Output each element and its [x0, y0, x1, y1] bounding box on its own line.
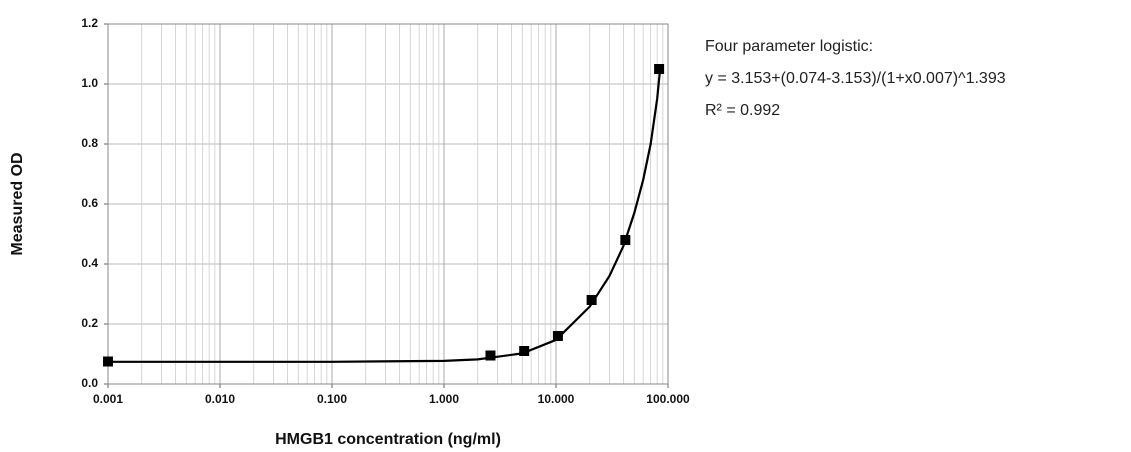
x-tick-label: 0.001	[93, 392, 123, 406]
x-axis-title: HMGB1 concentration (ng/ml)	[275, 431, 501, 448]
annotation: Four parameter logistic:	[705, 38, 873, 55]
y-tick-label: 1.2	[81, 16, 98, 30]
y-tick-label: 0.0	[81, 376, 98, 390]
x-tick-label: 1.000	[429, 392, 459, 406]
annotation: y = 3.153+(0.074-3.153)/(1+x0.007)^1.393	[705, 70, 1006, 87]
x-tick-label: 0.100	[317, 392, 347, 406]
y-tick-label: 0.6	[81, 196, 98, 210]
y-tick-label: 1.0	[81, 76, 98, 90]
y-tick-label: 0.4	[81, 256, 98, 270]
data-point	[586, 295, 597, 305]
data-point	[552, 331, 563, 341]
y-axis-title: Measured OD	[9, 152, 26, 255]
x-tick-label: 100.000	[646, 392, 690, 406]
y-tick-label: 0.2	[81, 316, 98, 330]
x-tick-label: 0.010	[205, 392, 235, 406]
data-point	[485, 350, 496, 361]
plot-frame	[107, 23, 669, 385]
x-tick-label: 10.000	[538, 392, 575, 406]
annotation: R² = 0.992	[705, 102, 780, 119]
y-tick-label: 0.8	[81, 136, 98, 150]
data-point	[519, 346, 530, 356]
fit-curve	[108, 68, 662, 363]
